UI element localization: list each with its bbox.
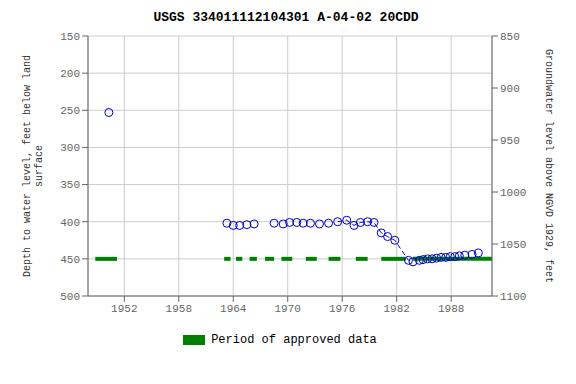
svg-text:Depth to water level, feet bel: Depth to water level, feet below landsur… xyxy=(22,55,45,277)
svg-text:1982: 1982 xyxy=(383,303,409,315)
svg-text:950: 950 xyxy=(500,135,520,147)
svg-text:1964: 1964 xyxy=(220,303,247,315)
svg-text:250: 250 xyxy=(60,105,80,117)
svg-text:300: 300 xyxy=(60,142,80,154)
svg-text:1952: 1952 xyxy=(111,303,137,315)
svg-text:350: 350 xyxy=(60,179,80,191)
svg-text:1100: 1100 xyxy=(500,291,526,303)
svg-text:1050: 1050 xyxy=(500,239,526,251)
svg-text:1958: 1958 xyxy=(166,303,192,315)
svg-text:200: 200 xyxy=(60,68,80,80)
svg-text:500: 500 xyxy=(60,291,80,303)
svg-text:900: 900 xyxy=(500,83,520,95)
svg-text:Groundwater level above NGVD 1: Groundwater level above NGVD 1929, feet xyxy=(543,49,554,283)
svg-text:1000: 1000 xyxy=(500,187,526,199)
svg-text:1976: 1976 xyxy=(329,303,355,315)
svg-text:450: 450 xyxy=(60,254,80,266)
svg-text:850: 850 xyxy=(500,31,520,43)
svg-text:1988: 1988 xyxy=(438,303,464,315)
svg-text:400: 400 xyxy=(60,217,80,229)
svg-text:150: 150 xyxy=(60,31,80,43)
svg-text:1970: 1970 xyxy=(275,303,301,315)
html-text:USGS 334011112104301 A-04-02 2: USGS 334011112104301 A-04-02 20CDD xyxy=(153,10,419,25)
html-text:Period of approved data: Period of approved data xyxy=(211,333,377,347)
